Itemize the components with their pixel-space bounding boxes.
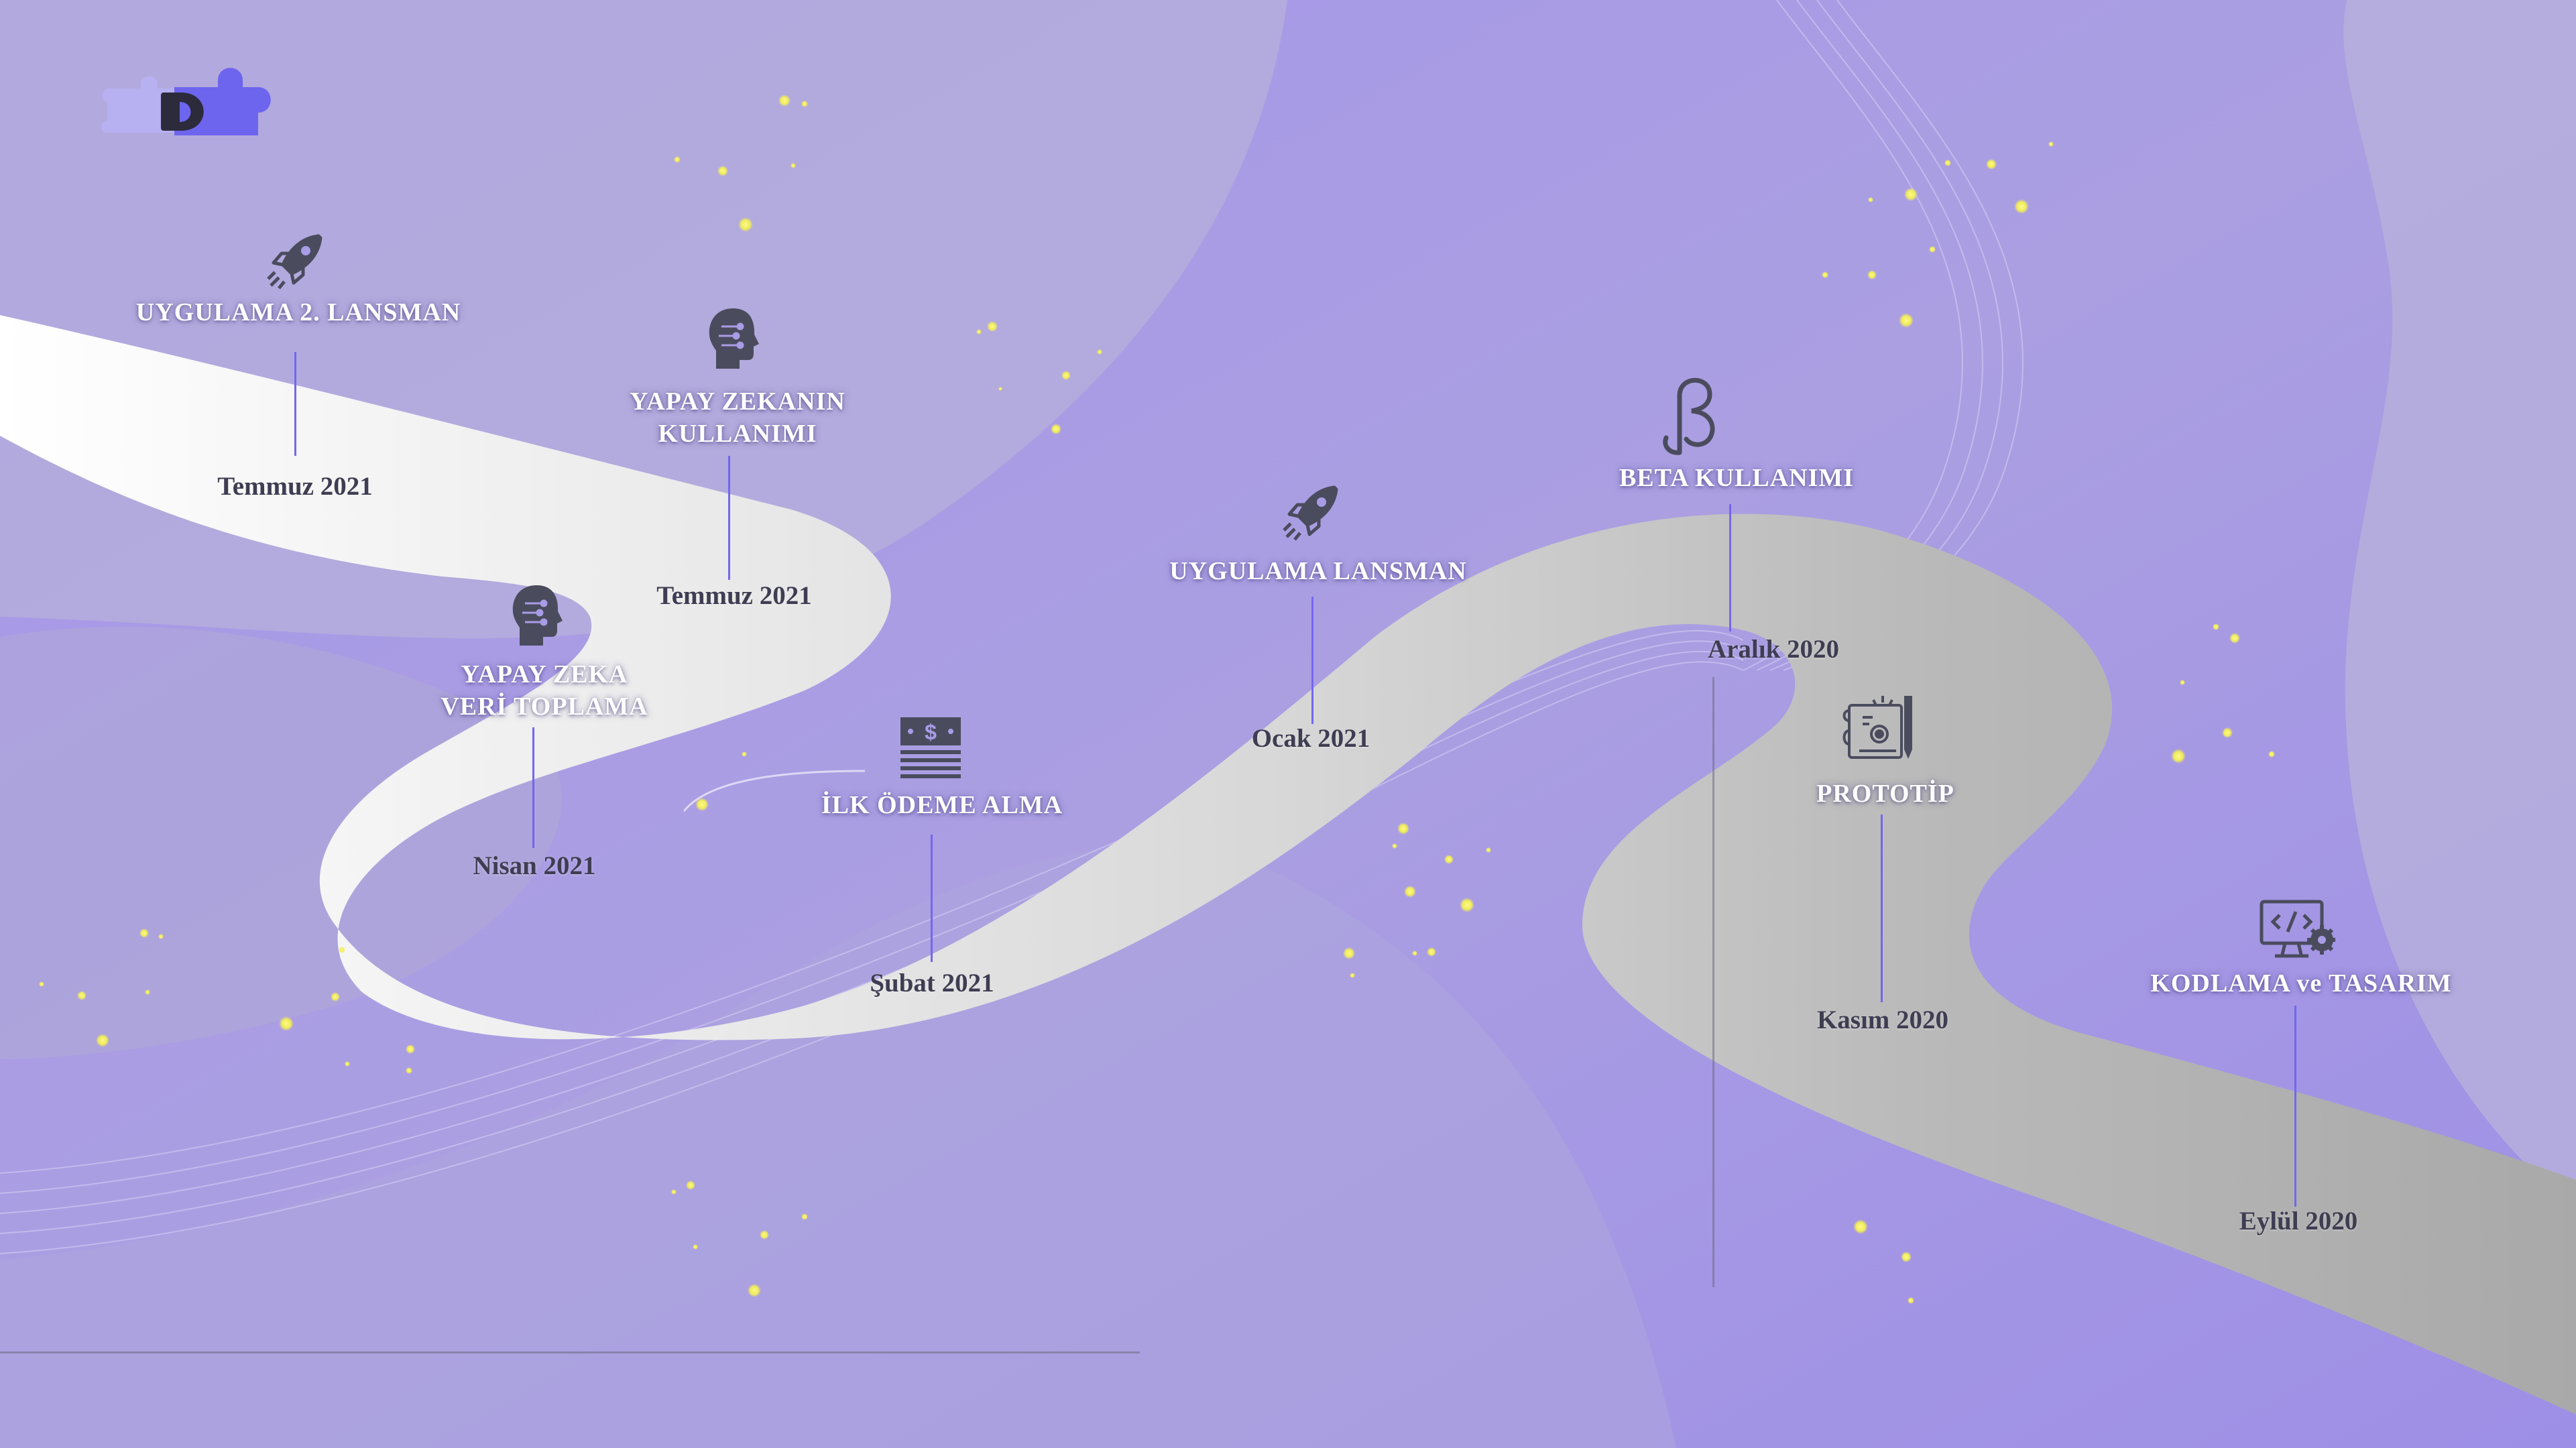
ai-head-icon bbox=[512, 585, 563, 646]
milestone-title: KODLAMA ve TASARIM bbox=[2150, 969, 2452, 998]
stem-lansman2 bbox=[294, 352, 296, 456]
stem-lansman bbox=[1311, 597, 1313, 724]
svg-text:$: $ bbox=[925, 720, 937, 744]
sparkles bbox=[39, 95, 2275, 1304]
stem-beta bbox=[1729, 504, 1731, 631]
milestone-date: Ocak 2021 bbox=[1251, 724, 1370, 753]
vertical-guide-line bbox=[1712, 677, 1714, 1287]
rocket-icon bbox=[267, 234, 323, 290]
road-shine bbox=[683, 770, 866, 812]
winding-road bbox=[0, 315, 2576, 1414]
gray-blob-bottom bbox=[0, 845, 1676, 1448]
milestone-date: Temmuz 2021 bbox=[656, 581, 812, 610]
milestone-date: Şubat 2021 bbox=[870, 969, 994, 998]
milestone-date: Eylül 2020 bbox=[2239, 1207, 2358, 1235]
stem-odeme bbox=[931, 835, 933, 962]
divider-line bbox=[0, 1351, 1140, 1353]
milestone-title: İLK ÖDEME ALMA bbox=[821, 791, 1063, 819]
stem-kullanim bbox=[728, 456, 730, 580]
milestone-date: Kasım 2020 bbox=[1816, 1006, 1949, 1034]
blueprint-pencil-icon bbox=[1842, 696, 1912, 759]
monitor-code-gear-icon bbox=[2260, 900, 2335, 958]
ai-head-icon bbox=[709, 308, 759, 369]
money-stack-icon: $ bbox=[900, 717, 961, 778]
puzzle-piece-logo bbox=[101, 68, 271, 135]
gray-blob-right bbox=[2343, 0, 2576, 1207]
gray-blob-left-mid bbox=[0, 626, 562, 1059]
milestone-date: Temmuz 2021 bbox=[217, 472, 373, 501]
milestone-title: UYGULAMA LANSMAN bbox=[1169, 557, 1467, 585]
milestone-date: Nisan 2021 bbox=[473, 851, 596, 880]
milestone-title: YAPAY ZEKA VERİ TOPLAMA bbox=[441, 660, 648, 721]
milestone-title: PROTOTİP bbox=[1816, 780, 1954, 808]
rocket-icon bbox=[1283, 485, 1338, 541]
stem-kodlama bbox=[2294, 1006, 2296, 1207]
milestone-title: UYGULAMA 2. LANSMAN bbox=[135, 298, 461, 326]
milestone-title: YAPAY ZEKANIN KULLANIMI bbox=[630, 387, 845, 448]
milestone-date: Aralık 2020 bbox=[1707, 635, 1840, 664]
stem-veri bbox=[532, 727, 534, 848]
stem-prototip bbox=[1881, 814, 1883, 1002]
beta-symbol-icon bbox=[1663, 377, 1715, 455]
milestone-title: BETA KULLANIMI bbox=[1619, 464, 1855, 492]
